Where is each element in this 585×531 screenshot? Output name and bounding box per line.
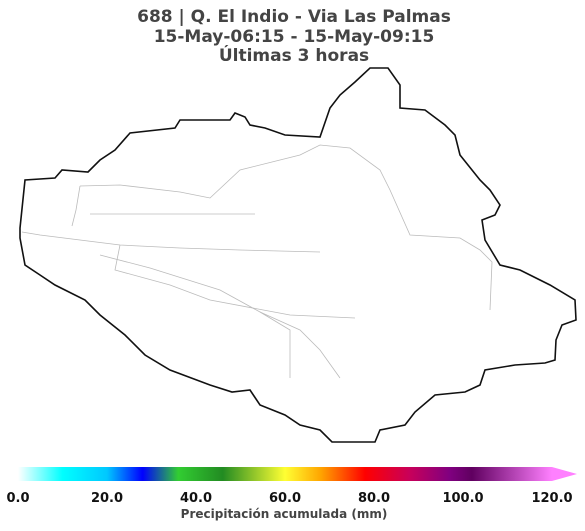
basin-outline xyxy=(19,67,577,443)
colorbar-label: Precipitación acumulada (mm) xyxy=(181,507,388,521)
tick-label: 0.0 xyxy=(6,491,29,506)
streams xyxy=(21,144,493,379)
tick-label: 60.0 xyxy=(269,491,301,506)
title-line: Últimas 3 horas xyxy=(219,44,369,66)
colorbar xyxy=(18,467,552,481)
tick-label: 100.0 xyxy=(442,491,483,506)
tick-label: 80.0 xyxy=(358,491,390,506)
title-line: 688 | Q. El Indio - Via Las Palmas xyxy=(137,7,451,27)
tick-label: 40.0 xyxy=(180,491,212,506)
title-line: 15-May-06:15 - 15-May-09:15 xyxy=(154,27,435,47)
tick-label: 20.0 xyxy=(91,491,123,506)
colorbar-extend xyxy=(552,467,577,481)
tick-label: 120.0 xyxy=(531,491,572,506)
